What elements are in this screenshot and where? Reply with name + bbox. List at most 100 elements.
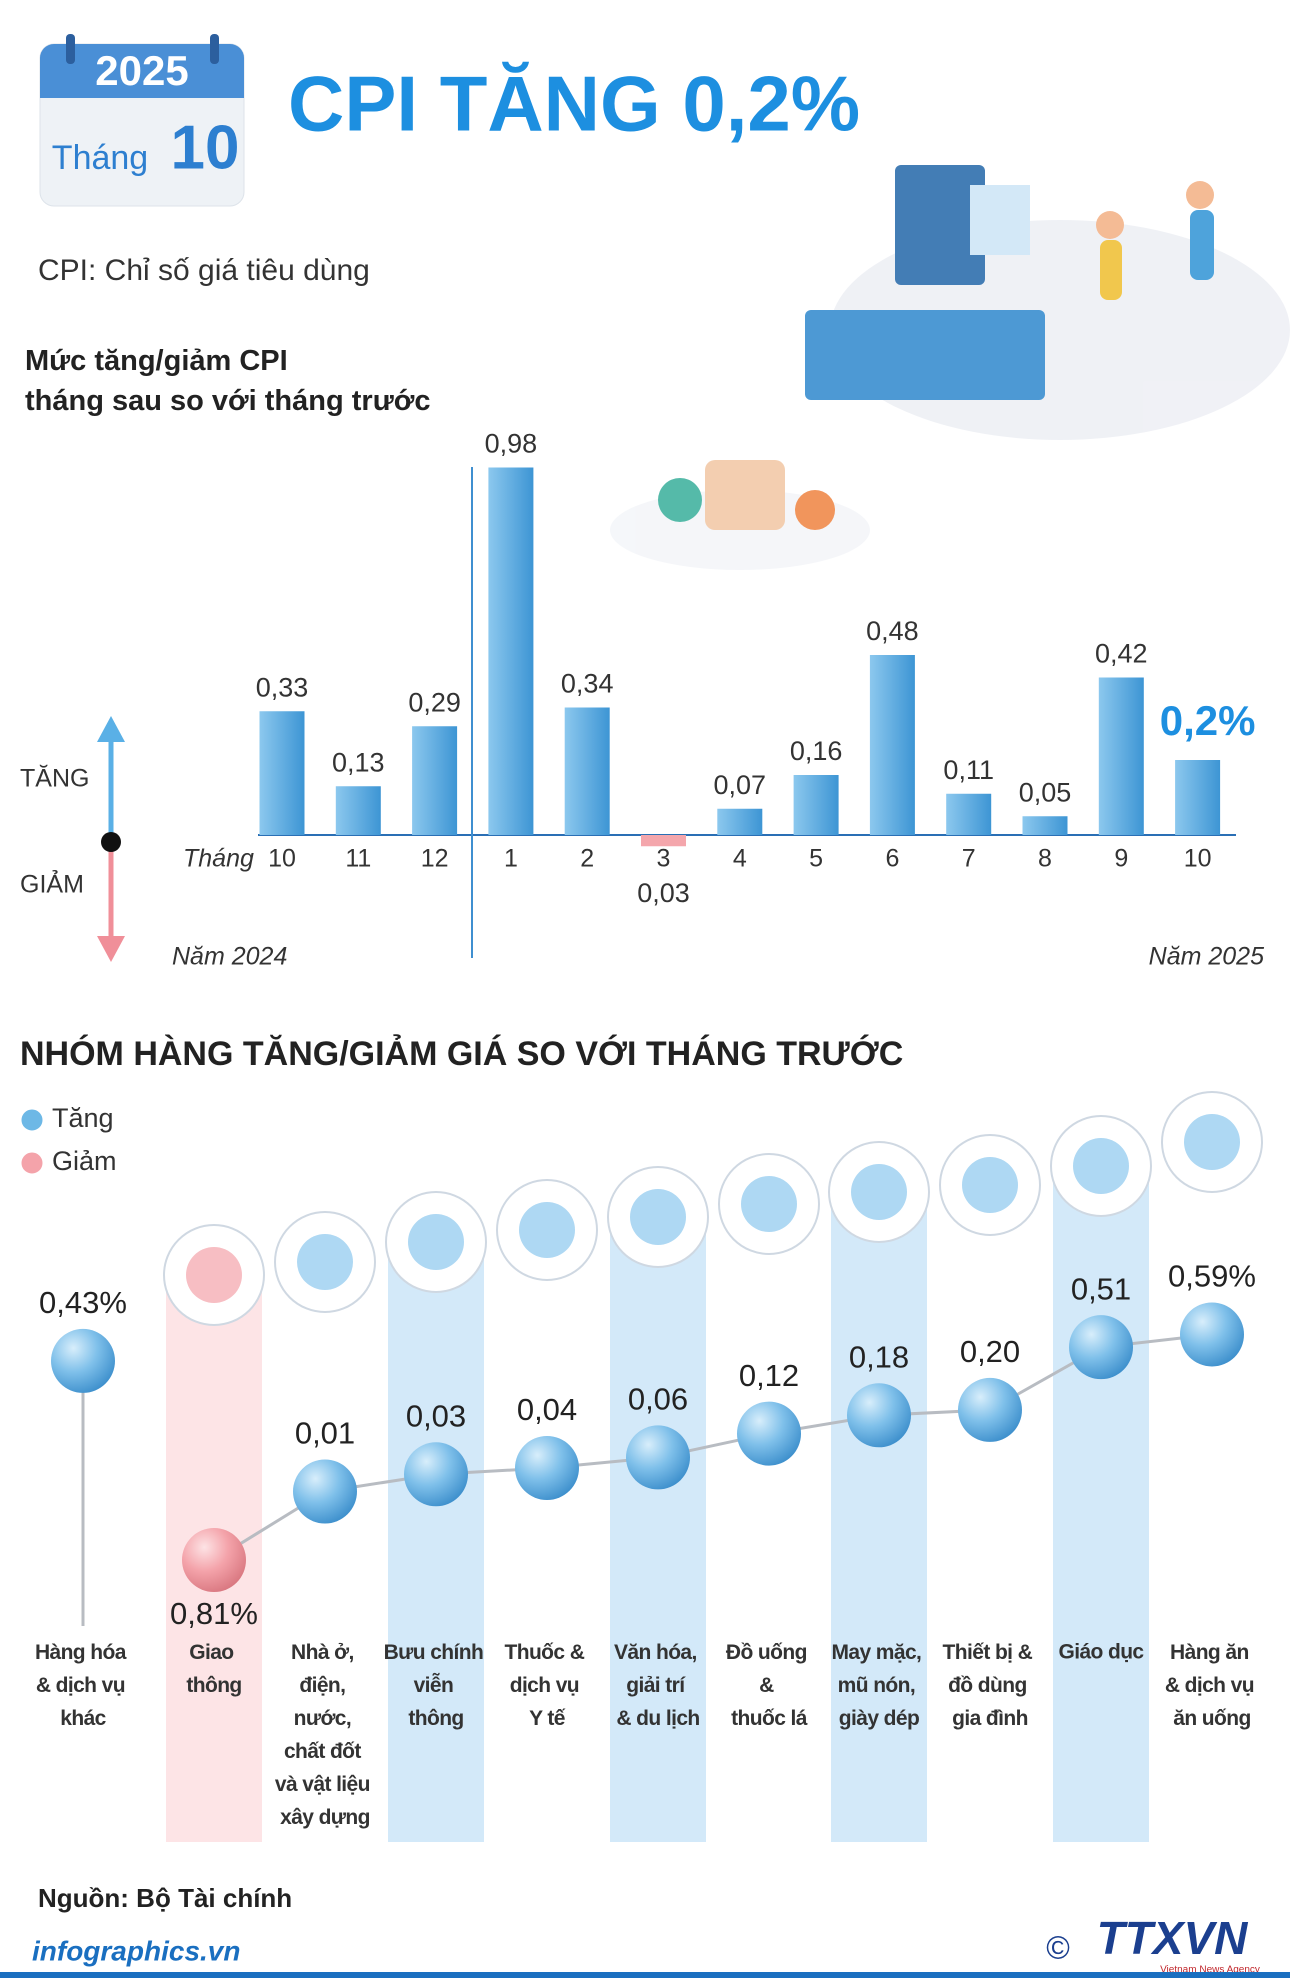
legend-dot (20, 1108, 44, 1132)
category-icon-inner (297, 1234, 353, 1290)
calendar-year: 2025 (95, 47, 188, 94)
value-label: 0,13 (332, 747, 385, 777)
chart-title: NHÓM HÀNG TĂNG/GIẢM GIÁ SO VỚI THÁNG TRƯ… (20, 1035, 903, 1073)
chart-title: Mức tăng/giảm CPI tháng sau so với tháng… (25, 345, 430, 417)
x-tick-label: 9 (1114, 845, 1128, 873)
x-tick-label: 12 (421, 845, 449, 873)
bar (641, 835, 686, 847)
category-label: Văn hóa, giải trí & du lịch (614, 1641, 702, 1730)
dot (1069, 1315, 1133, 1380)
dot-chart: NHÓM HÀNG TĂNG/GIẢM GIÁ SO VỚI THÁNG TRƯ… (20, 1035, 1263, 1842)
bar (946, 793, 992, 835)
x-tick-label: 7 (962, 845, 976, 873)
x-tick-label: 2 (580, 845, 594, 873)
category-label: Giao thông (186, 1641, 241, 1697)
column-band (831, 1192, 927, 1842)
dot (626, 1425, 690, 1490)
category-icon-inner (408, 1214, 464, 1270)
down-label: GIẢM (20, 869, 84, 899)
legend-label: Tăng (52, 1103, 114, 1133)
value-label: 0,11 (943, 755, 994, 785)
up-label: TĂNG (20, 764, 89, 793)
dot (1180, 1302, 1244, 1367)
dot (51, 1328, 115, 1393)
x-tick-label: 8 (1038, 845, 1052, 873)
x-tick-label: 1 (504, 845, 518, 873)
value-label: 0,51 (1071, 1271, 1131, 1306)
x-tick-label: 10 (268, 845, 296, 873)
value-label: 0,16 (790, 736, 843, 766)
legend-dot (20, 1151, 44, 1175)
calendar-icon (39, 34, 245, 207)
down-arrow-head (97, 936, 125, 962)
subtitle: CPI: Chỉ số giá tiêu dùng (38, 254, 370, 287)
bar (564, 707, 610, 835)
dot (958, 1377, 1022, 1442)
dot (404, 1442, 468, 1507)
category-icon-inner (1073, 1138, 1129, 1194)
bar (1022, 816, 1068, 835)
x-tick-label: 5 (809, 845, 823, 873)
value-label: 0,59% (1168, 1259, 1256, 1294)
category-label: Thiết bị & đồ dùng gia đình (943, 1641, 1038, 1730)
up-arrow-head (97, 716, 125, 742)
origin-dot (101, 832, 121, 852)
value-label: 0,18 (849, 1339, 909, 1374)
main-title: CPI TĂNG 0,2% (288, 60, 860, 148)
copyright: © (1046, 1929, 1070, 1965)
bar (793, 775, 839, 835)
category-label: Giáo dục (1058, 1641, 1144, 1664)
value-label: 0,03 (406, 1398, 466, 1433)
category-icon-inner (741, 1176, 797, 1232)
bar (1175, 760, 1221, 835)
value-label: 0,07 (714, 770, 767, 800)
bar-chart: Mức tăng/giảm CPI tháng sau so với tháng… (20, 345, 1264, 971)
x-label: Tháng (183, 845, 254, 873)
category-icon-inner (1184, 1114, 1240, 1170)
category-label: May mặc, mũ nón, giày dép (832, 1641, 927, 1730)
bar (412, 726, 458, 835)
agency: Vietnam News Agency (1160, 1965, 1260, 1976)
category-icon-inner (962, 1157, 1018, 1213)
source: Nguồn: Bộ Tài chính (38, 1883, 292, 1913)
calendar-month-label: Tháng (52, 139, 148, 177)
category-label: Thuốc & dịch vụ Y tế (504, 1641, 589, 1730)
value-label: 0,43% (39, 1285, 127, 1320)
dot (182, 1528, 246, 1592)
period-label: Năm 2024 (172, 943, 287, 971)
value-label: 0,29 (408, 687, 461, 717)
bar (335, 786, 381, 835)
dot (293, 1459, 357, 1524)
category-icon-inner (851, 1164, 907, 1220)
category-label: Hàng hóa & dịch vụ khác (35, 1641, 131, 1730)
x-tick-label: 4 (733, 845, 747, 873)
site: infographics.vn (32, 1935, 240, 1966)
x-tick-label: 3 (657, 845, 671, 873)
value-label: 0,48 (866, 616, 919, 646)
value-label: 0,01 (295, 1416, 355, 1451)
value-label: 0,98 (485, 429, 538, 459)
value-label: 0,42 (1095, 639, 1148, 669)
x-tick-label: 10 (1184, 845, 1212, 873)
category-label: Nhà ở, điện, nước, chất đốt và vật liệu … (275, 1641, 375, 1829)
category-icon-inner (630, 1189, 686, 1245)
bar (259, 711, 305, 835)
value-label: 0,20 (960, 1334, 1020, 1369)
category-label: Đồ uống & thuốc lá (726, 1641, 812, 1730)
column-band (610, 1217, 706, 1842)
value-label: 0,05 (1019, 777, 1072, 807)
calendar-month: 10 (171, 113, 240, 182)
category-label: Hàng ăn & dịch vụ ăn uống (1165, 1641, 1259, 1730)
logo: TTXVN (1097, 1912, 1249, 1964)
legend-label: Giảm (52, 1146, 117, 1176)
bottom-strip (0, 1972, 1290, 1978)
x-tick-label: 11 (345, 845, 371, 873)
column-band (1053, 1166, 1149, 1842)
value-label: 0,81% (170, 1596, 258, 1631)
value-label: 0,03 (637, 878, 690, 908)
value-label: 0,33 (256, 672, 309, 702)
value-label: 0,34 (561, 669, 614, 699)
bar (1098, 677, 1144, 835)
category-icon-inner (519, 1202, 575, 1258)
